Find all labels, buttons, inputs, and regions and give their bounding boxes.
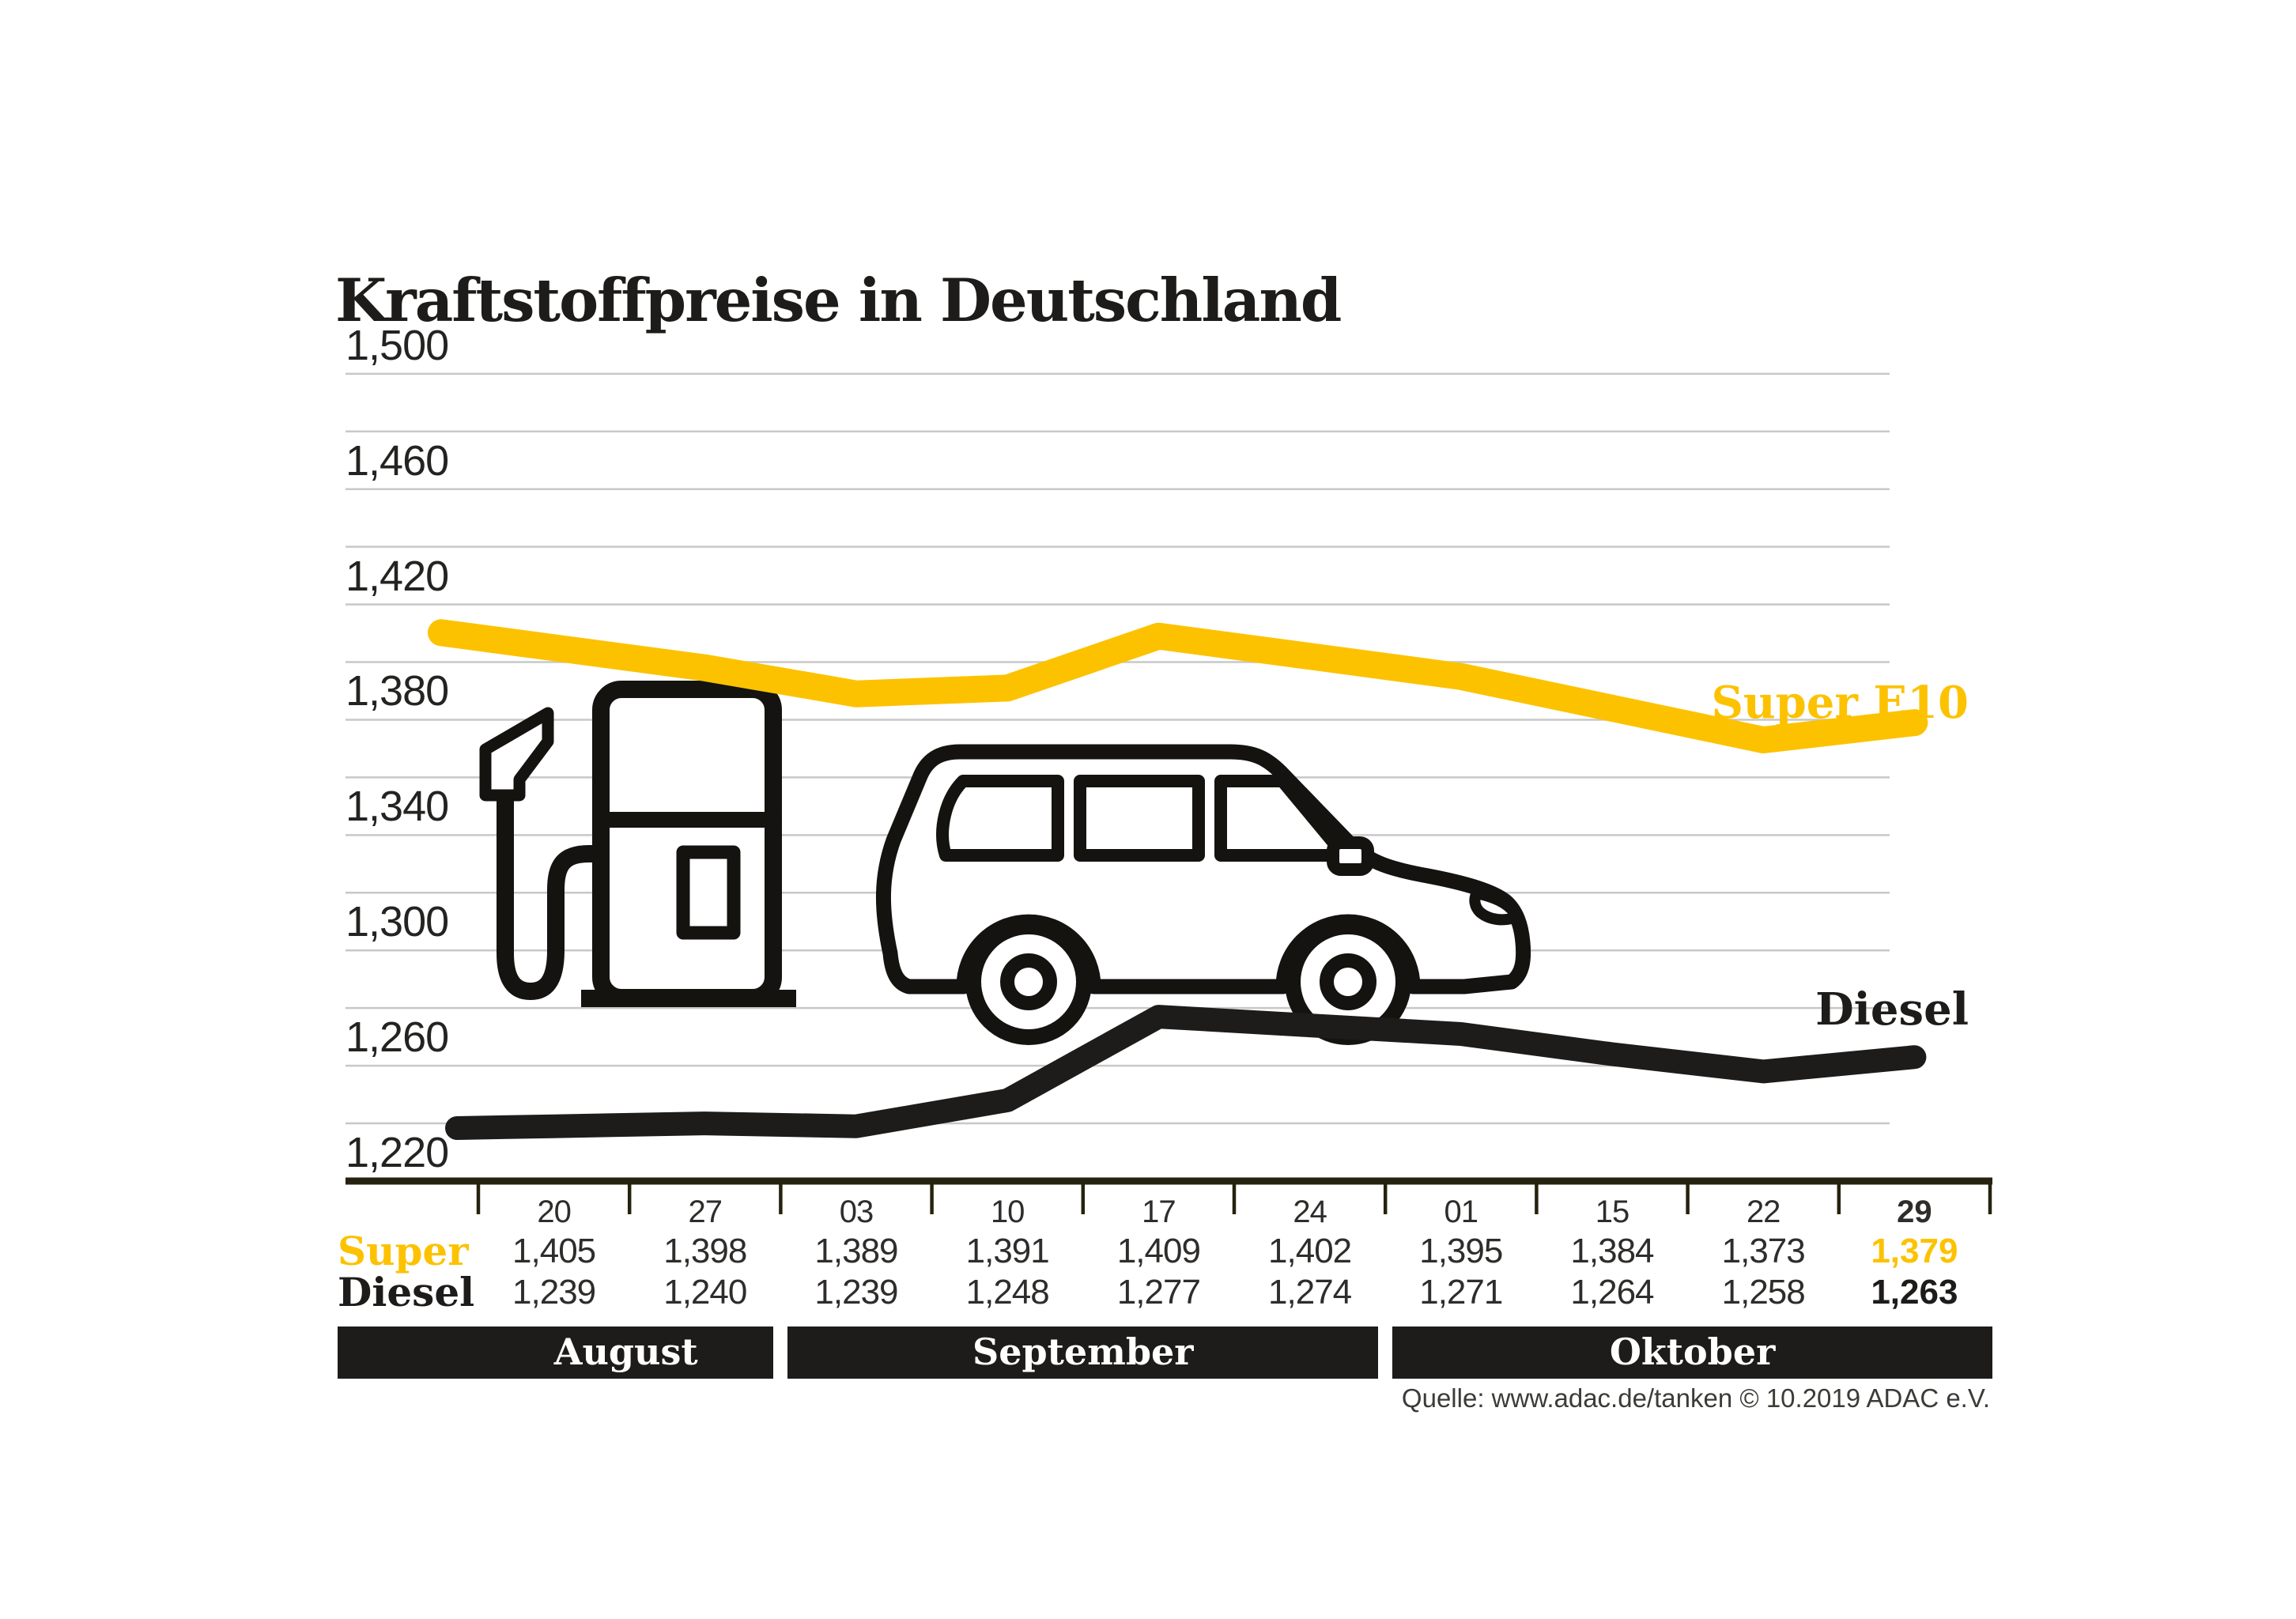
diesel-value: 1,240	[663, 1273, 747, 1311]
month-label: Oktober	[1609, 1330, 1776, 1373]
diesel-value: 1,277	[1116, 1273, 1201, 1311]
diesel-value: 1,239	[512, 1273, 596, 1311]
x-axis	[346, 1177, 1992, 1214]
date-label: 27	[688, 1194, 723, 1229]
legend-super-e10: Super E10	[1711, 677, 1969, 729]
month-label: September	[972, 1330, 1194, 1373]
y-axis-label: 1,500	[346, 321, 449, 369]
fuel-pump-icon	[479, 681, 796, 1007]
legend-diesel: Diesel	[1815, 983, 1969, 1036]
date-label: 20	[537, 1194, 572, 1229]
diesel-value: 1,239	[814, 1273, 898, 1311]
date-label: 22	[1746, 1194, 1781, 1229]
y-axis-label: 1,380	[346, 667, 449, 715]
diesel-value: 1,258	[1721, 1273, 1806, 1311]
y-axis-label: 1,420	[346, 552, 449, 600]
row-label-diesel: Diesel	[338, 1269, 475, 1315]
page-title: Kraftstoffpreise in Deutschland	[335, 266, 1342, 336]
source-attribution: Quelle: www.adac.de/tanken © 10.2019 ADA…	[1401, 1383, 1990, 1413]
super-value: 1,391	[965, 1232, 1050, 1270]
super-value: 1,395	[1419, 1232, 1503, 1270]
date-label: 29	[1897, 1194, 1932, 1229]
date-label: 15	[1595, 1194, 1630, 1229]
diesel-value: 1,271	[1419, 1273, 1503, 1311]
month-label: August	[553, 1330, 698, 1373]
y-axis-label: 1,260	[346, 1013, 449, 1062]
diesel-value: 1,263	[1871, 1273, 1958, 1311]
data-lines	[428, 619, 1928, 1140]
y-axis-label: 1,220	[346, 1129, 449, 1176]
car-icon	[875, 744, 1531, 1045]
month-bar-september: September	[787, 1327, 1379, 1379]
date-label: 10	[990, 1194, 1025, 1229]
month-bar-oktober: Oktober	[1392, 1327, 1992, 1379]
diesel-value: 1,264	[1570, 1273, 1654, 1311]
super-e10-line	[428, 619, 1928, 753]
diesel-value: 1,248	[965, 1273, 1050, 1311]
super-value: 1,409	[1116, 1232, 1201, 1270]
date-label: 01	[1444, 1194, 1479, 1229]
date-label: 03	[839, 1194, 874, 1229]
super-value: 1,398	[663, 1232, 747, 1270]
date-label: 24	[1293, 1194, 1327, 1229]
y-axis-label: 1,460	[346, 436, 449, 485]
row-label-super: Super	[338, 1228, 469, 1274]
super-value: 1,379	[1871, 1232, 1958, 1270]
y-axis-label: 1,300	[346, 898, 449, 946]
date-label: 17	[1142, 1194, 1176, 1229]
diesel-line	[445, 1005, 1927, 1140]
super-value: 1,405	[512, 1232, 596, 1270]
month-bar-august: August	[338, 1327, 774, 1379]
super-value: 1,384	[1570, 1232, 1654, 1270]
diesel-value: 1,274	[1268, 1273, 1352, 1311]
super-value: 1,373	[1721, 1232, 1806, 1270]
y-axis-label: 1,340	[346, 783, 449, 831]
super-value: 1,402	[1268, 1232, 1352, 1270]
super-value: 1,389	[814, 1232, 898, 1270]
